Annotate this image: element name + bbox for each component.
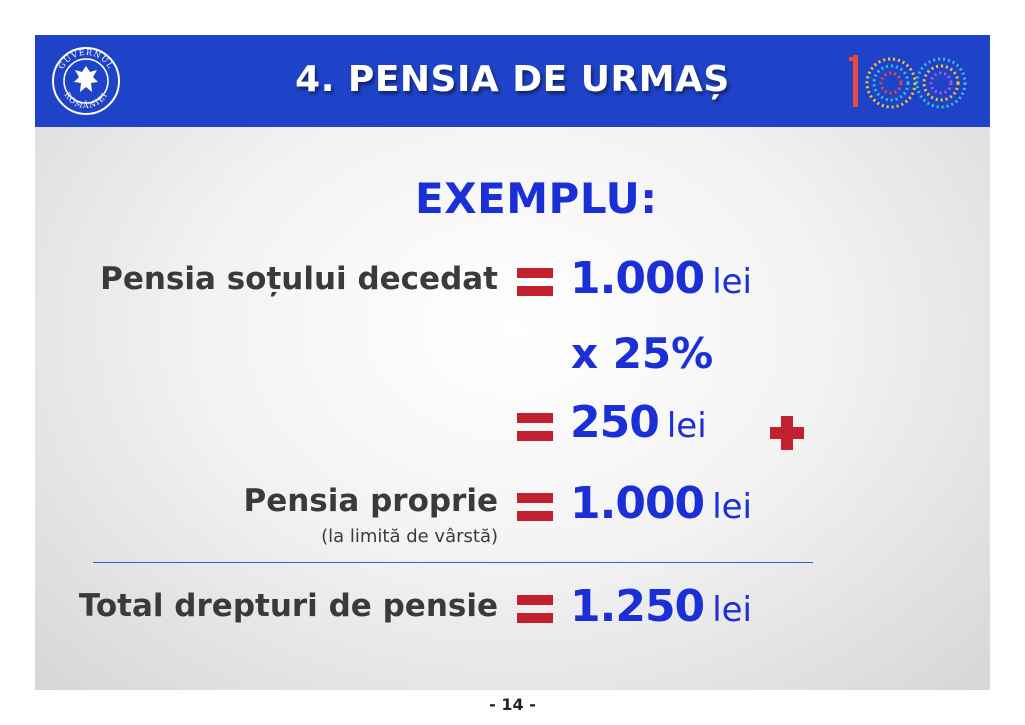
value-number: 1.000 bbox=[570, 478, 705, 529]
page-number: - 14 - bbox=[489, 695, 536, 714]
value-number: 250 bbox=[570, 397, 660, 448]
value-number: 1.250 bbox=[570, 581, 705, 632]
header-bar: GUVERNUL ROMÂNIEI 4. PENSIA DE URMAȘ bbox=[35, 35, 990, 127]
government-seal-icon: GUVERNUL ROMÂNIEI bbox=[52, 47, 120, 115]
value-unit: lei bbox=[712, 487, 752, 527]
row-value-own-pension: 1.000 lei bbox=[570, 478, 752, 529]
divider-line bbox=[93, 562, 813, 563]
equals-icon bbox=[517, 268, 553, 296]
row-value-survivor-share: 250 lei bbox=[570, 397, 707, 448]
row-value-deceased-spouse-pension: 1.000 lei bbox=[570, 253, 752, 304]
row-label-total-pension-rights: Total drepturi de pensie bbox=[78, 588, 498, 624]
multiplier-operator: x 25% bbox=[571, 329, 714, 378]
plus-icon bbox=[770, 416, 804, 450]
row-sublabel-age-limit: (la limită de vârstă) bbox=[321, 526, 498, 547]
example-heading: EXEMPLU: bbox=[415, 174, 658, 223]
row-label-own-pension: Pensia proprie bbox=[243, 483, 498, 519]
row-value-total-pension-rights: 1.250 lei bbox=[570, 581, 752, 632]
value-unit: lei bbox=[712, 590, 752, 630]
equals-icon bbox=[517, 413, 553, 441]
value-unit: lei bbox=[712, 262, 752, 302]
value-unit: lei bbox=[666, 406, 707, 446]
value-number: 1.000 bbox=[570, 253, 705, 304]
page-title: 4. PENSIA DE URMAȘ bbox=[295, 59, 730, 100]
equals-icon bbox=[517, 493, 553, 521]
equals-icon bbox=[517, 595, 553, 623]
centenary-100-logo-icon bbox=[849, 55, 967, 109]
row-label-deceased-spouse-pension: Pensia soțului decedat bbox=[100, 261, 498, 297]
slide: GUVERNUL ROMÂNIEI 4. PENSIA DE URMAȘ EX bbox=[35, 35, 990, 690]
